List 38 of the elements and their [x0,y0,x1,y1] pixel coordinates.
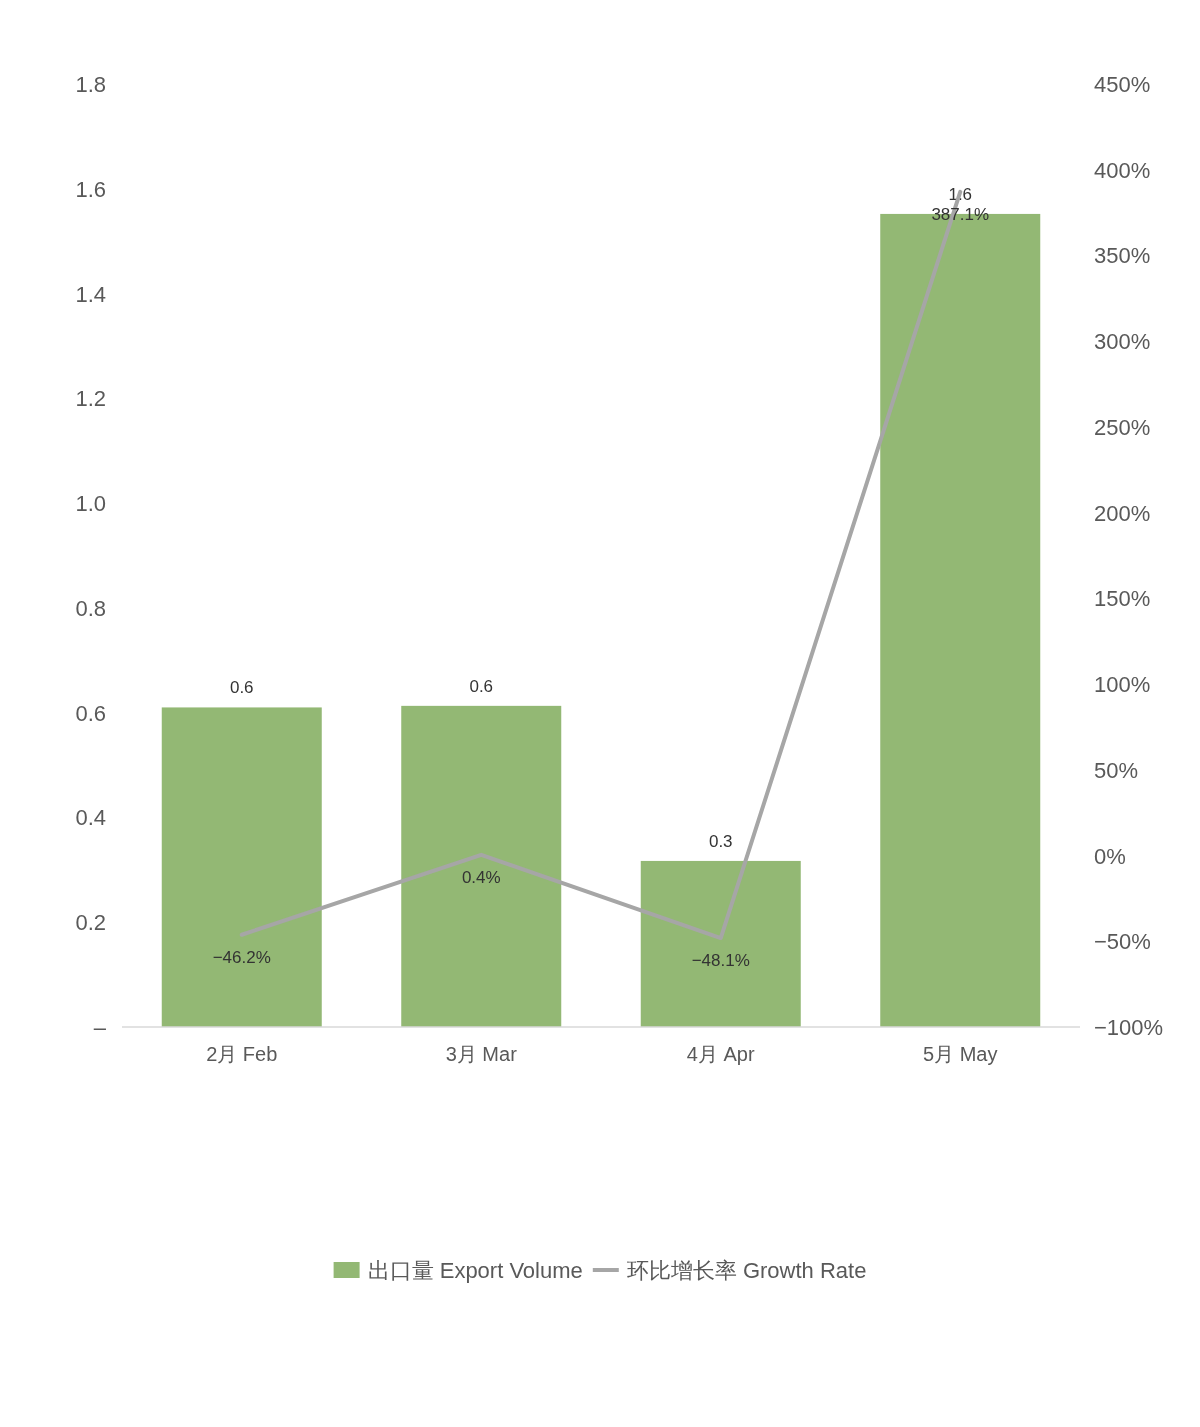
y2-tick-label: 50% [1094,757,1139,783]
y2-tick-label: 300% [1094,329,1151,355]
y-tick-label: – [93,1015,107,1040]
y2-tick-label: −50% [1094,929,1151,955]
legend-label: 出口量 Export Volume [367,1258,583,1283]
data-label: 0.6 [469,676,494,696]
x-tick-label: 2月 Feb [206,1043,278,1065]
x-tick-label: 5月 May [923,1043,998,1065]
bar [640,860,801,1027]
data-label: 0.6 [229,678,254,698]
data-label: 1.6 [948,184,973,204]
data-label: −46.2% [212,947,271,967]
y2-tick-label: 250% [1094,414,1151,440]
y2-tick-label: 100% [1094,672,1151,698]
y-tick-label: 1.4 [75,281,106,307]
y2-tick-label: 350% [1094,243,1151,269]
data-label: 0.3 [708,831,733,851]
y2-tick-label: 450% [1094,72,1151,97]
y2-tick-label: −100% [1094,1015,1164,1040]
y-tick-label: 0.8 [75,595,106,621]
y2-tick-label: 150% [1094,586,1151,612]
x-tick-label: 3月 Mar [445,1043,518,1065]
data-label: 0.4% [461,867,501,887]
bar [161,707,322,1027]
y-tick-label: 1.8 [75,72,106,97]
x-tick-label: 4月 Apr [686,1043,755,1065]
y2-tick-label: 0% [1094,843,1126,869]
legend-label: 环比增长率 Growth Rate [626,1258,867,1283]
y-tick-label: 1.2 [75,386,106,412]
data-label: −48.1% [691,951,750,971]
y-tick-label: 0.4 [75,805,106,831]
y-tick-label: 1.0 [75,491,106,517]
y2-tick-label: 200% [1094,500,1151,526]
y2-tick-label: 400% [1094,157,1151,183]
bar [401,705,562,1027]
y-tick-label: 0.6 [75,700,106,726]
y-tick-label: 1.6 [75,176,106,202]
y-tick-label: 0.2 [75,910,106,936]
